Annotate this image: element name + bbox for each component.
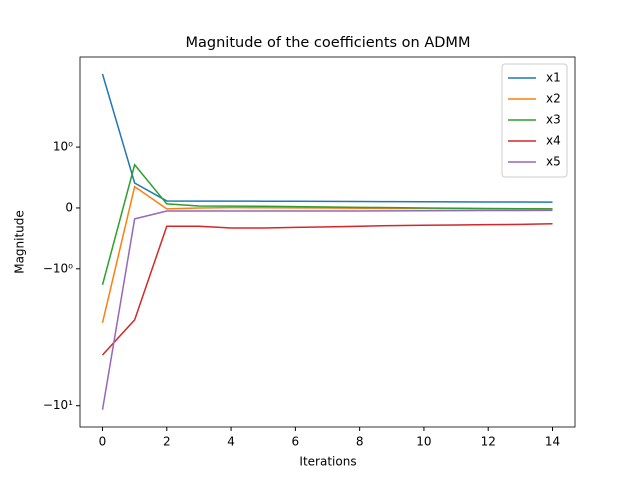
y-tick-label: 10⁰ xyxy=(53,140,73,154)
y-axis-label: Magnitude xyxy=(13,210,27,274)
x-tick-label: 0 xyxy=(99,435,107,449)
y-tick-label: −10¹ xyxy=(43,398,73,412)
x-tick-label: 14 xyxy=(545,435,560,449)
x-tick-label: 2 xyxy=(163,435,171,449)
x-tick-label: 10 xyxy=(416,435,431,449)
x-tick-label: 6 xyxy=(292,435,300,449)
legend-label: x4 xyxy=(546,134,561,148)
series-line xyxy=(101,209,553,410)
series-line xyxy=(101,73,553,203)
x-axis-label: Iterations xyxy=(299,455,356,469)
series-line xyxy=(101,163,553,286)
y-tick-label: 0 xyxy=(65,200,73,214)
legend-label: x2 xyxy=(546,92,561,106)
legend-label: x3 xyxy=(546,113,561,127)
chart-title: Magnitude of the coefficients on ADMM xyxy=(186,35,471,51)
x-tick-label: 8 xyxy=(356,435,364,449)
series-line xyxy=(101,223,553,356)
y-tick-label: −10⁰ xyxy=(43,261,73,275)
plot-frame xyxy=(79,56,576,428)
legend-label: x1 xyxy=(546,71,561,85)
x-tick-label: 4 xyxy=(227,435,235,449)
x-tick-label: 12 xyxy=(481,435,496,449)
legend-label: x5 xyxy=(546,155,561,169)
